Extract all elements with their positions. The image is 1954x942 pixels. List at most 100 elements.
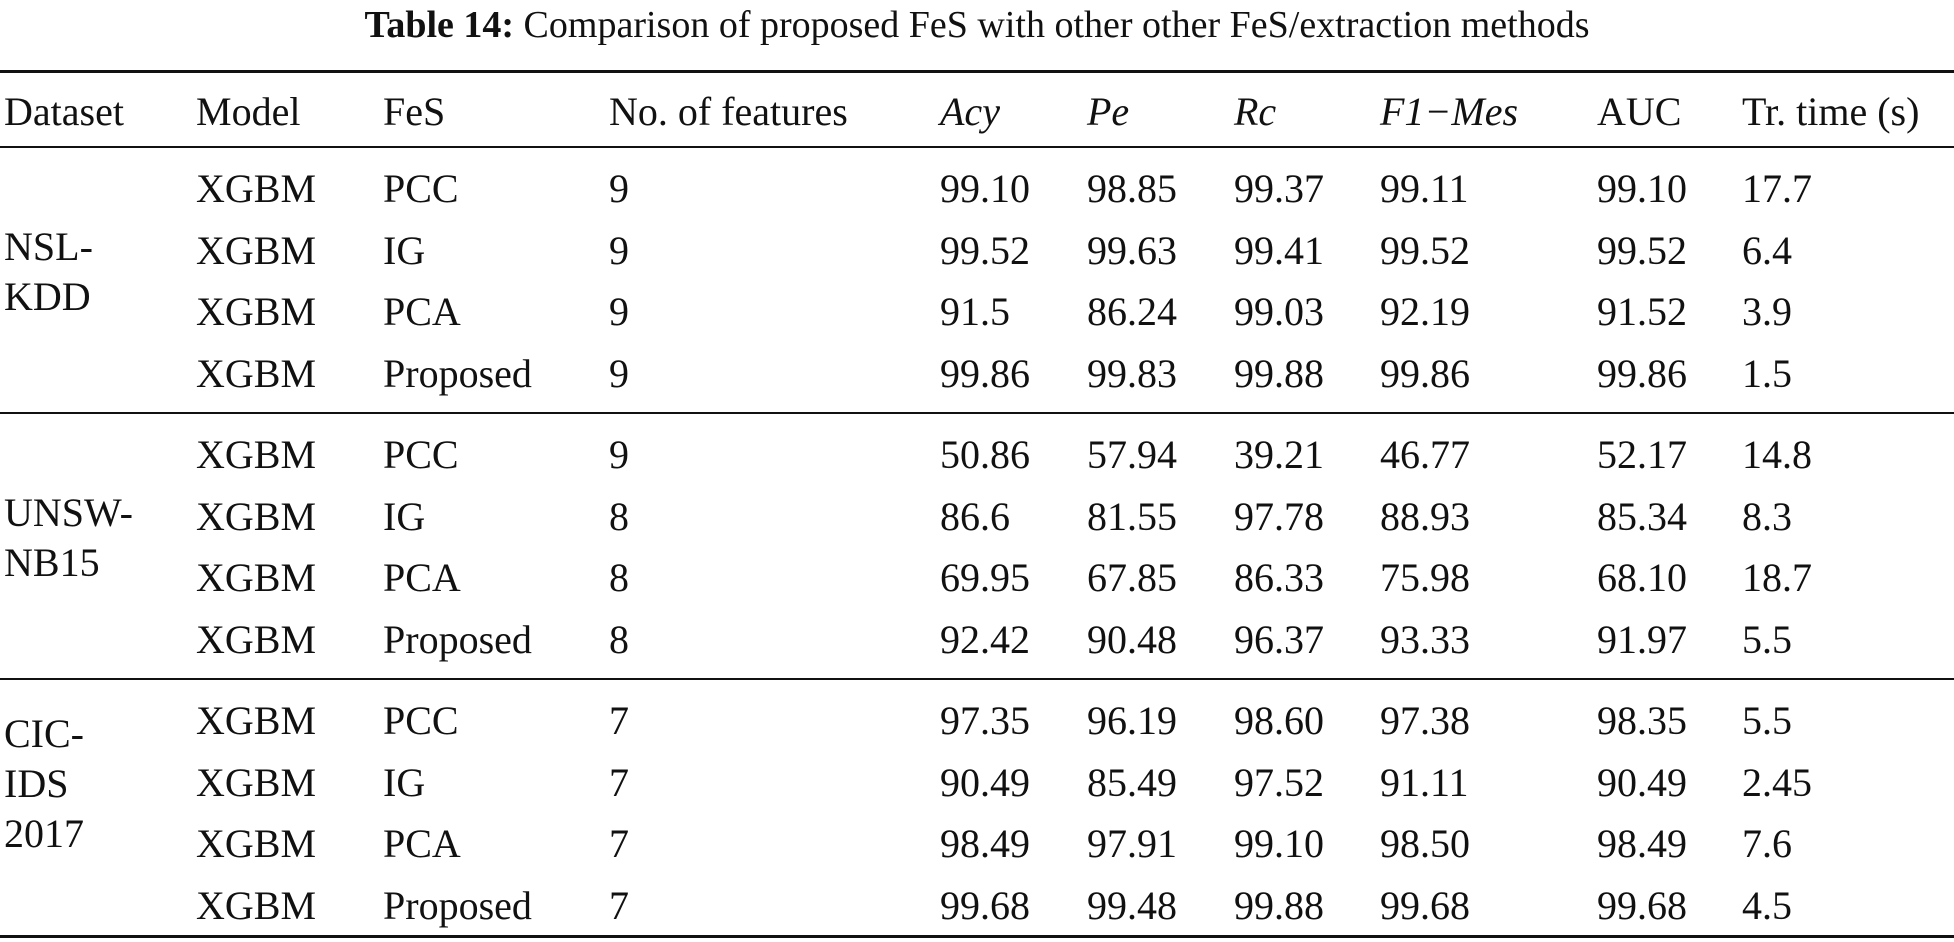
cell-model: XGBM bbox=[196, 350, 317, 396]
cell-acy: 69.95 bbox=[940, 555, 1030, 600]
cell-f1-mes: 99.52 bbox=[1380, 227, 1470, 273]
cell-rc: 39.21 bbox=[1234, 432, 1324, 477]
cell-pe: 99.63 bbox=[1087, 227, 1177, 273]
cell-f1-mes: 93.33 bbox=[1380, 616, 1470, 662]
cell-auc: 98.49 bbox=[1597, 821, 1687, 866]
cell-pe: 67.85 bbox=[1087, 555, 1177, 600]
dataset-name-line: 2017 bbox=[4, 811, 84, 856]
cell-f1-mes: 91.11 bbox=[1380, 759, 1469, 805]
cell-tr-time: 4.5 bbox=[1742, 882, 1792, 928]
cell-auc: 99.10 bbox=[1597, 166, 1687, 211]
cell-no-of-features: 7 bbox=[609, 759, 629, 805]
cell-fes: PCA bbox=[383, 289, 461, 334]
cell-model: XGBM bbox=[196, 289, 317, 334]
cell-fes: PCC bbox=[383, 166, 459, 211]
cell-auc: 98.35 bbox=[1597, 698, 1687, 743]
cell-auc: 85.34 bbox=[1597, 493, 1687, 539]
cell-acy: 90.49 bbox=[940, 759, 1030, 805]
cell-rc: 99.88 bbox=[1234, 882, 1324, 928]
cell-rc: 99.41 bbox=[1234, 227, 1324, 273]
cell-pe: 96.19 bbox=[1087, 698, 1177, 743]
cell-f1-mes: 88.93 bbox=[1380, 493, 1470, 539]
cell-auc: 91.97 bbox=[1597, 616, 1687, 662]
cell-tr-time: 7.6 bbox=[1742, 821, 1792, 866]
cell-acy: 98.49 bbox=[940, 821, 1030, 866]
cell-auc: 90.49 bbox=[1597, 759, 1687, 805]
cell-pe: 86.24 bbox=[1087, 289, 1177, 334]
group-separator bbox=[0, 412, 1954, 414]
cell-f1-mes: 99.11 bbox=[1380, 166, 1469, 211]
top-rule bbox=[0, 70, 1954, 73]
header-auc: AUC bbox=[1597, 89, 1682, 134]
cell-rc: 99.37 bbox=[1234, 166, 1324, 211]
cell-no-of-features: 7 bbox=[609, 821, 629, 866]
cell-f1-mes: 46.77 bbox=[1380, 432, 1470, 477]
header-no-of-features: No. of features bbox=[609, 89, 848, 134]
cell-tr-time: 5.5 bbox=[1742, 698, 1792, 743]
cell-no-of-features: 9 bbox=[609, 432, 629, 477]
cell-pe: 99.83 bbox=[1087, 350, 1177, 396]
cell-rc: 86.33 bbox=[1234, 555, 1324, 600]
cell-acy: 91.5 bbox=[940, 289, 1010, 334]
cell-auc: 91.52 bbox=[1597, 289, 1687, 334]
header-pe: Pe bbox=[1087, 89, 1130, 134]
cell-pe: 90.48 bbox=[1087, 616, 1177, 662]
cell-model: XGBM bbox=[196, 166, 317, 211]
dataset-name-line: NSL- bbox=[4, 224, 93, 269]
cell-fes: IG bbox=[383, 227, 426, 273]
cell-tr-time: 6.4 bbox=[1742, 227, 1792, 273]
cell-rc: 98.60 bbox=[1234, 698, 1324, 743]
cell-fes: PCC bbox=[383, 432, 459, 477]
cell-acy: 99.86 bbox=[940, 350, 1030, 396]
dataset-name-line: KDD bbox=[4, 274, 91, 319]
cell-no-of-features: 9 bbox=[609, 166, 629, 211]
header-rule bbox=[0, 146, 1954, 148]
cell-f1-mes: 98.50 bbox=[1380, 821, 1470, 866]
cell-rc: 99.10 bbox=[1234, 821, 1324, 866]
header-tr-time: Tr. time (s) bbox=[1742, 89, 1920, 134]
cell-f1-mes: 92.19 bbox=[1380, 289, 1470, 334]
cell-acy: 99.10 bbox=[940, 166, 1030, 211]
cell-rc: 99.88 bbox=[1234, 350, 1324, 396]
cell-fes: Proposed bbox=[383, 882, 532, 928]
dataset-name-line: IDS bbox=[4, 761, 69, 806]
cell-auc: 99.86 bbox=[1597, 350, 1687, 396]
dataset-name-line: CIC- bbox=[4, 711, 84, 756]
cell-tr-time: 18.7 bbox=[1742, 555, 1812, 600]
cell-model: XGBM bbox=[196, 882, 317, 928]
cell-model: XGBM bbox=[196, 821, 317, 866]
table-caption-text: Comparison of proposed FeS with other ot… bbox=[523, 4, 1590, 46]
cell-auc: 68.10 bbox=[1597, 555, 1687, 600]
cell-no-of-features: 9 bbox=[609, 350, 629, 396]
cell-acy: 86.6 bbox=[940, 493, 1010, 539]
dataset-name-line: NB15 bbox=[4, 540, 100, 585]
cell-rc: 97.78 bbox=[1234, 493, 1324, 539]
cell-f1-mes: 97.38 bbox=[1380, 698, 1470, 743]
cell-no-of-features: 9 bbox=[609, 227, 629, 273]
cell-tr-time: 8.3 bbox=[1742, 493, 1792, 539]
cell-fes: Proposed bbox=[383, 350, 532, 396]
cell-model: XGBM bbox=[196, 227, 317, 273]
cell-no-of-features: 7 bbox=[609, 698, 629, 743]
table-caption-label: Table 14: bbox=[364, 4, 515, 46]
cell-model: XGBM bbox=[196, 759, 317, 805]
header-rc: Rc bbox=[1234, 89, 1277, 134]
table-caption: Table 14: Comparison of proposed FeS wit… bbox=[0, 2, 1954, 48]
cell-tr-time: 14.8 bbox=[1742, 432, 1812, 477]
cell-tr-time: 2.45 bbox=[1742, 759, 1812, 805]
cell-pe: 99.48 bbox=[1087, 882, 1177, 928]
cell-model: XGBM bbox=[196, 432, 317, 477]
cell-model: XGBM bbox=[196, 555, 317, 600]
cell-no-of-features: 8 bbox=[609, 555, 629, 600]
cell-rc: 97.52 bbox=[1234, 759, 1324, 805]
header-fes: FeS bbox=[383, 89, 446, 134]
cell-fes: IG bbox=[383, 759, 426, 805]
cell-pe: 98.85 bbox=[1087, 166, 1177, 211]
cell-tr-time: 17.7 bbox=[1742, 166, 1812, 211]
cell-model: XGBM bbox=[196, 698, 317, 743]
cell-no-of-features: 7 bbox=[609, 882, 629, 928]
cell-model: XGBM bbox=[196, 493, 317, 539]
cell-rc: 99.03 bbox=[1234, 289, 1324, 334]
cell-f1-mes: 99.68 bbox=[1380, 882, 1470, 928]
dataset-name-line: UNSW- bbox=[4, 490, 133, 535]
